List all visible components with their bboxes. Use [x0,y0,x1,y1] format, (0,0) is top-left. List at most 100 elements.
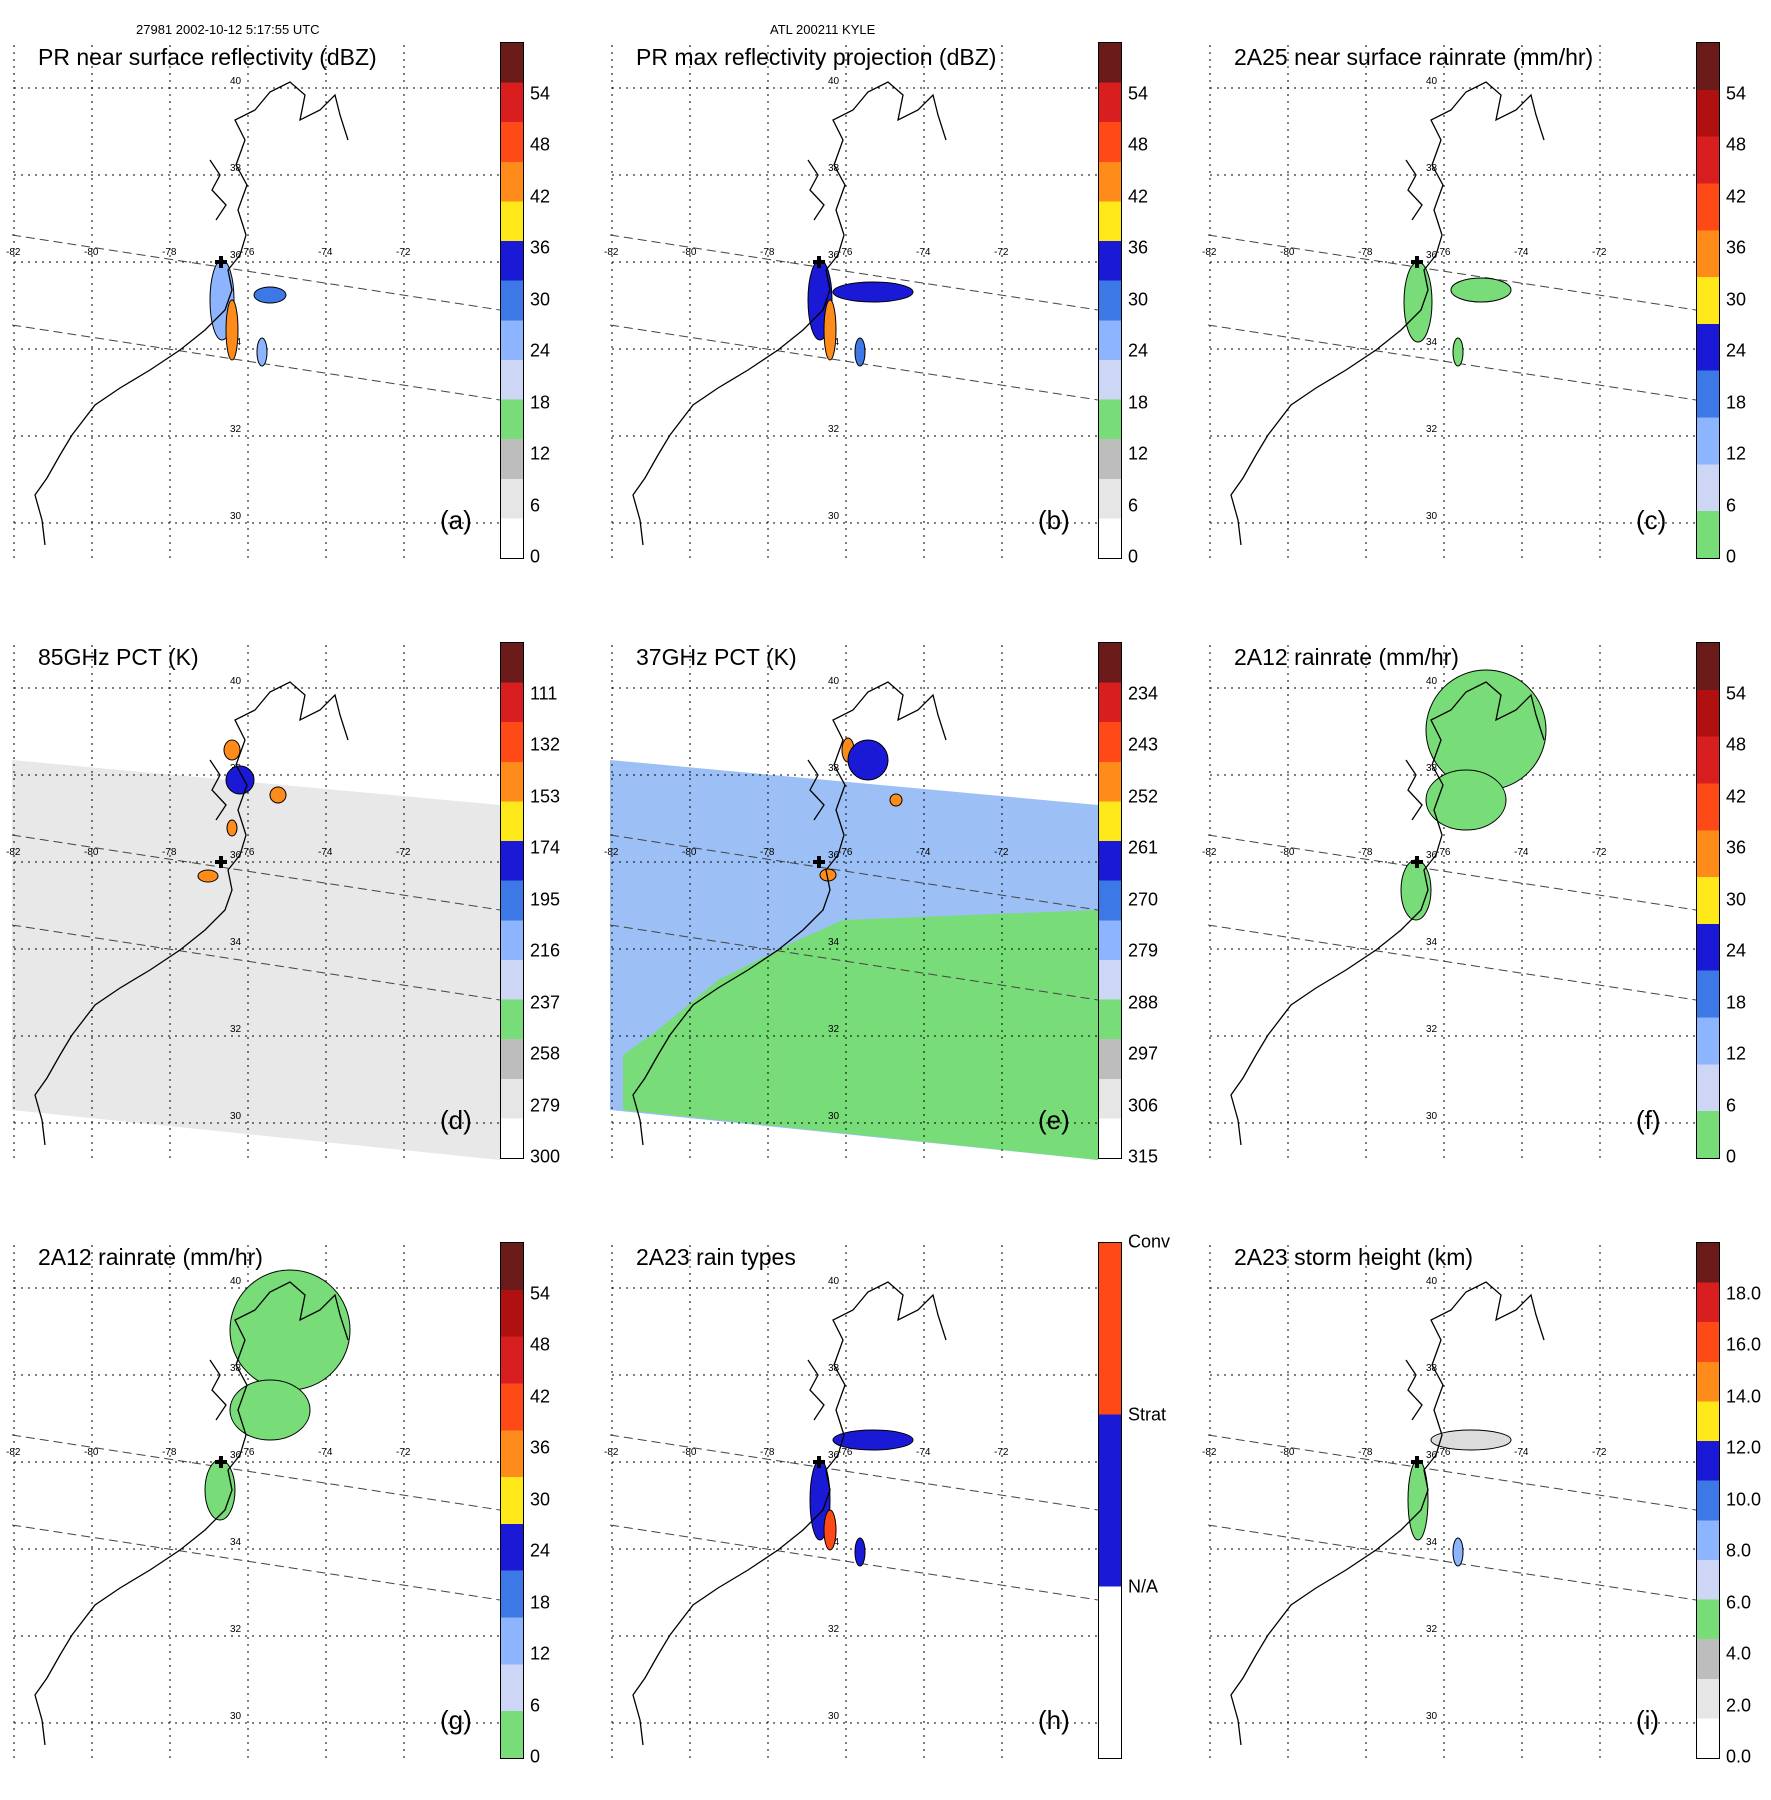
storm-center-marker [813,256,825,268]
lon-label: -78 [1358,1447,1373,1458]
colorbar-tick: 258 [530,1043,561,1064]
panel-label: (g) [440,1705,472,1735]
colorbar-tick: 8.0 [1726,1540,1752,1561]
lon-label: -72 [396,847,411,858]
precip-feature [823,299,837,361]
panel-label: (a) [440,505,472,535]
colorbar-tick: 54 [530,83,551,103]
colorbar-tick: 6 [1726,1095,1737,1115]
coastline [807,759,825,821]
colorbar-tick: 48 [1726,134,1747,155]
lat-label: 32 [230,1024,242,1035]
colorbar-tick: 48 [1726,734,1747,755]
colorbar-tick: 12 [1726,443,1747,464]
colorbar-tick: 48 [1128,134,1149,155]
swath-d [12,760,500,1160]
coastline [1230,81,1545,546]
panel-title: 85GHz PCT (K) [38,644,199,670]
lat-label: 30 [230,511,242,522]
panel-label: (f) [1636,1105,1661,1135]
lat-label: 36 [828,1450,840,1461]
panel-f: -82 -80 -78 -76 -74 -72 40 38 36 34 32 30 2A12 rainr… [1196,600,1771,1200]
colorbar-tick: 297 [1128,1043,1159,1064]
lat-label: 36 [230,1450,242,1461]
colorbar-tick: 234 [1128,683,1159,703]
colorbar-tick: 30 [530,1489,551,1509]
lat-label: 32 [828,1024,840,1035]
coastline [632,681,947,1146]
coastline [1405,1359,1423,1421]
colorbar-tick: 300 [530,1146,561,1167]
colorbar-tick: 2.0 [1726,1695,1752,1715]
pr-swath-edge [1207,924,1696,1001]
precip-feature [229,1379,311,1441]
panel-title: 2A23 storm height (km) [1234,1244,1474,1270]
storm-center-marker [813,856,825,868]
precip-feature [225,299,239,361]
coastline [209,159,227,221]
lat-label: 32 [1426,424,1438,435]
precip-feature [1450,277,1512,303]
panel-label: (d) [440,1105,472,1135]
lon-label: -76 [838,1447,853,1458]
lon-label: -80 [1280,847,1295,858]
lon-label: -76 [838,847,853,858]
storm-center-marker [1411,856,1423,868]
colorbar-tick: 24 [1726,340,1747,361]
colorbar-tick: 306 [1128,1095,1159,1115]
colorbar-tick: 18 [1726,992,1747,1012]
lat-label: 38 [230,1363,242,1374]
colorbar [500,642,524,1159]
lon-label: -76 [1436,847,1451,858]
lon-label: -78 [1358,247,1373,258]
colorbar-tick: 12 [1726,1043,1747,1064]
lon-label: -76 [240,847,255,858]
lat-label: 36 [1426,1450,1438,1461]
lon-label: -76 [1436,247,1451,258]
lon-label: -74 [1514,1447,1529,1458]
colorbar [1098,642,1122,1159]
lat-label: 34 [1426,337,1438,348]
lat-label: 38 [1426,763,1438,774]
lon-label: -82 [1202,1447,1217,1458]
lon-label: -78 [1358,847,1373,858]
lon-label: -82 [6,1447,21,1458]
pr-swath-edge [609,324,1098,401]
lat-label: 40 [828,76,840,87]
lon-label: -78 [760,247,775,258]
colorbar [1098,42,1122,559]
lon-label: -76 [240,1447,255,1458]
lon-label: -76 [240,247,255,258]
colorbar [1696,42,1720,559]
lat-label: 32 [828,1624,840,1635]
precip-feature [854,337,866,367]
panel-label: (i) [1636,1705,1660,1735]
coastline [807,159,825,221]
panel-label: (h) [1038,1705,1070,1735]
lon-label: -72 [396,247,411,258]
colorbar-tick: 174 [530,837,561,858]
colorbar-tick: 24 [1726,940,1747,961]
colorbar-tick: 243 [1128,734,1159,755]
colorbar-tick: 288 [1128,992,1159,1012]
colorbar-tick: 132 [530,734,561,755]
pr-swath-edge [1207,324,1696,401]
colorbar [500,42,524,559]
pr-swath-edge [1207,1524,1696,1601]
lon-label: -80 [682,847,697,858]
lat-label: 40 [828,1276,840,1287]
panel-title: 2A12 rainrate (mm/hr) [1234,644,1459,670]
colorbar-tick: 16.0 [1726,1334,1762,1355]
storm-center-marker [215,256,227,268]
colorbar-tick: 24 [530,340,551,361]
colorbar-tick: 10.0 [1726,1489,1762,1509]
colorbar-tick: 18 [1726,392,1747,412]
coastline [34,1281,349,1746]
lon-label: -72 [994,1447,1009,1458]
colorbar-tick: Conv [1128,1231,1171,1252]
pr-swath-edge [11,234,500,311]
lon-label: -76 [838,247,853,258]
panel-title: 2A12 rainrate (mm/hr) [38,1244,263,1270]
